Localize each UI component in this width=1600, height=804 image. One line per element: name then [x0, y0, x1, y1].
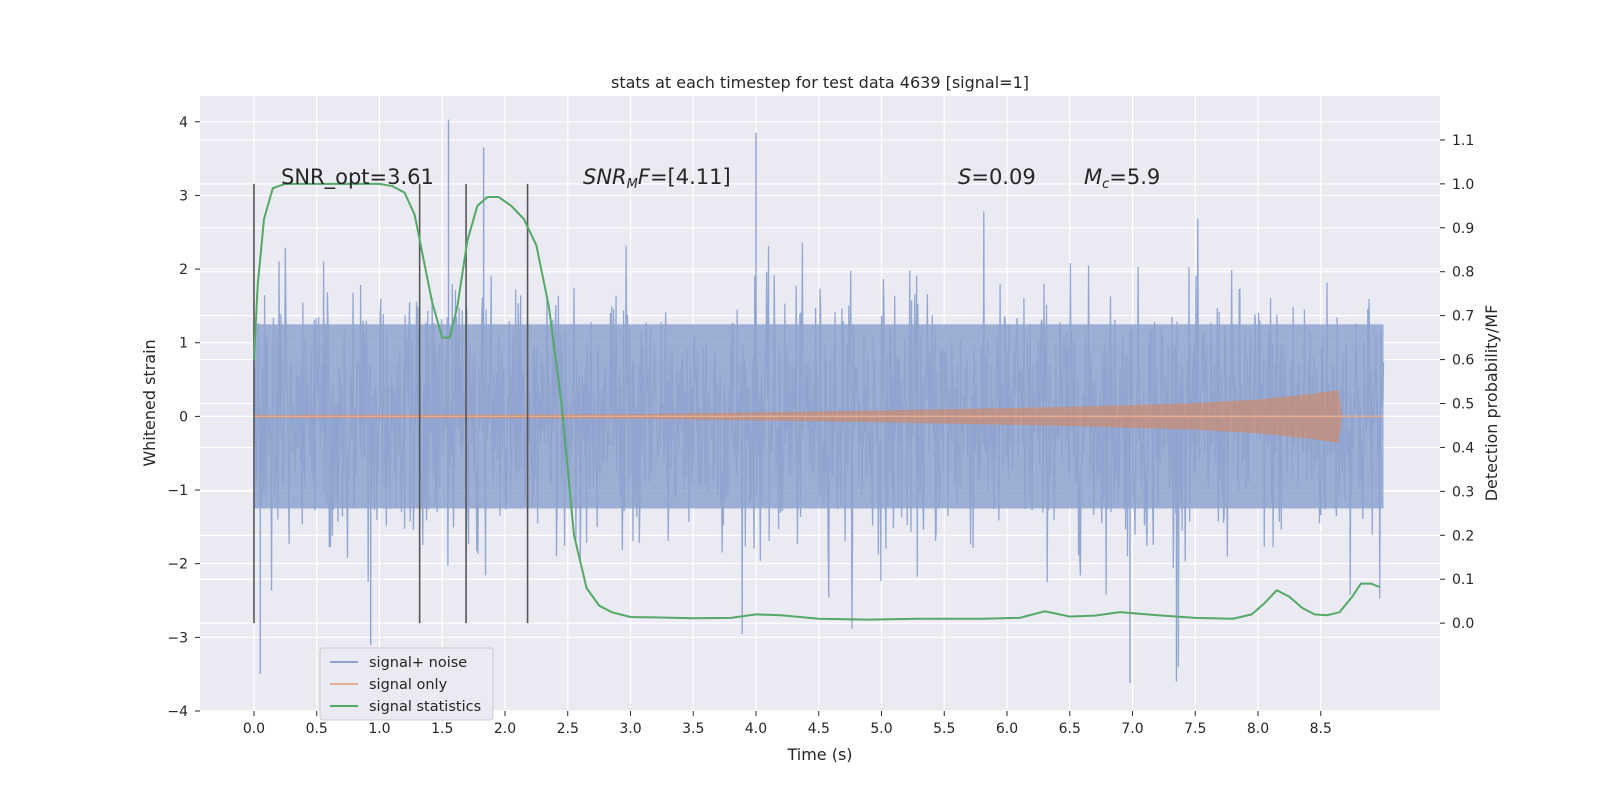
y2-tick-label-3: 0.8: [1452, 265, 1474, 281]
y-tick-label-2: 2: [179, 262, 188, 278]
x-tick-label-16: 8.0: [1247, 721, 1269, 737]
y2-tick-label-2: 0.9: [1452, 221, 1474, 237]
y2-axis-label: Detection probability/MF: [1482, 305, 1501, 502]
y2-tick-label-0: 1.1: [1452, 133, 1474, 149]
x-tick-label-9: 4.5: [808, 721, 830, 737]
y2-tick-label-10: 0.1: [1452, 572, 1474, 588]
y-tick-label-3: 1: [179, 336, 188, 352]
y-tick-label-0: 4: [179, 115, 188, 131]
x-tick-label-2: 1.0: [368, 721, 390, 737]
x-tick-label-6: 3.0: [619, 721, 641, 737]
x-tick-label-1: 0.5: [306, 721, 328, 737]
legend: signal+ noise signal only signal statist…: [319, 647, 494, 721]
ticks: 0.0 0.5 1.0 1.5 2.0 2.5 3.0 3.5 4.0 4.5 5.0 5.5 6.0 6…: [167, 115, 1474, 737]
y-tick-label-7: −3: [167, 630, 188, 646]
y2-tick-label-4: 0.7: [1452, 309, 1474, 325]
y2-tick-label-8: 0.3: [1452, 484, 1474, 500]
x-tick-label-11: 5.5: [933, 721, 955, 737]
vertical-markers: [253, 183, 529, 624]
x-tick-label-8: 4.0: [745, 721, 767, 737]
annotation-s: S=0.09: [958, 165, 1036, 189]
y-tick-label-5: −1: [167, 483, 188, 499]
legend-label-signal-noise: signal+ noise: [369, 655, 467, 671]
x-tick-label-15: 7.5: [1184, 721, 1206, 737]
x-tick-label-5: 2.5: [557, 721, 579, 737]
y2-tick-label-6: 0.5: [1452, 397, 1474, 413]
annotation-snr-opt: SNR_opt=3.61: [281, 165, 434, 190]
x-tick-label-17: 8.5: [1310, 721, 1332, 737]
y-tick-label-6: −2: [167, 557, 188, 573]
y-tick-label-8: −4: [167, 704, 188, 720]
y-tick-label-4: 0: [179, 409, 188, 425]
x-tick-label-13: 6.5: [1059, 721, 1081, 737]
x-tick-label-4: 2.0: [494, 721, 516, 737]
x-tick-label-14: 7.0: [1121, 721, 1143, 737]
x-tick-label-0: 0.0: [243, 721, 265, 737]
y2-tick-label-7: 0.4: [1452, 440, 1474, 456]
y-tick-label-1: 3: [179, 188, 188, 204]
series-signal-only: [253, 390, 1384, 443]
legend-label-signal-only: signal only: [369, 677, 448, 693]
x-axis-label: Time (s): [786, 745, 852, 764]
x-tick-label-7: 3.5: [682, 721, 704, 737]
y-axis-label: Whitened strain: [140, 339, 159, 466]
y2-tick-label-9: 0.2: [1452, 528, 1474, 544]
x-tick-label-10: 5.0: [870, 721, 892, 737]
x-tick-label-3: 1.5: [431, 721, 453, 737]
legend-label-signal-statistics: signal statistics: [369, 699, 481, 715]
annotation-mc: Mc=5.9: [1084, 165, 1160, 192]
signal-statistics-line: [252, 182, 1381, 621]
annotation-snr-mf: SNRMF=[4.11]: [583, 165, 731, 192]
chart-title: stats at each timestep for test data 463…: [611, 73, 1029, 92]
y2-tick-label-1: 1.0: [1452, 177, 1474, 193]
legend-box: [319, 647, 494, 721]
y2-tick-label-11: 0.0: [1452, 616, 1474, 632]
series-signal-statistics: [252, 182, 1381, 621]
x-tick-label-12: 6.0: [996, 721, 1018, 737]
y2-tick-label-5: 0.6: [1452, 353, 1474, 369]
